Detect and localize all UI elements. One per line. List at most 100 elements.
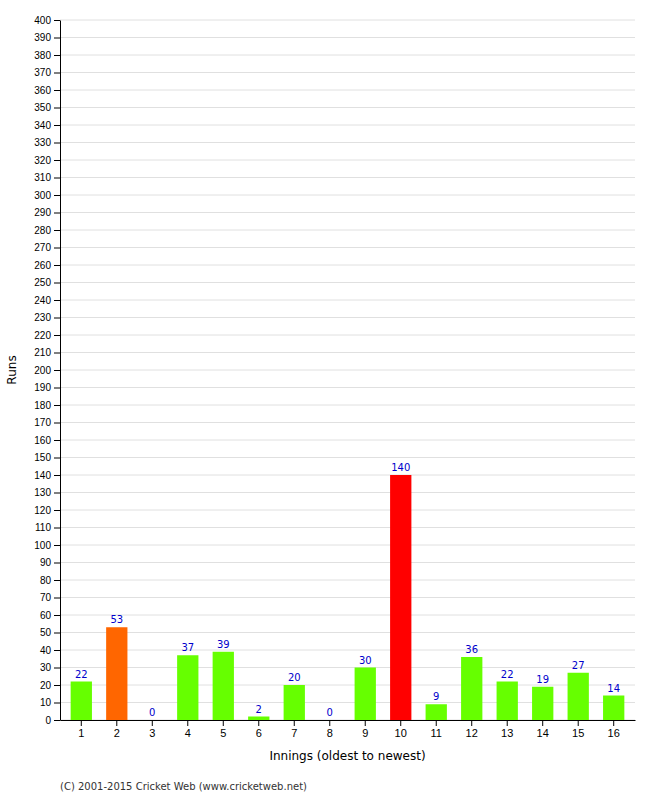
- y-axis-line: [60, 21, 61, 721]
- y-tick-label: 190: [34, 382, 51, 393]
- y-tick: 330: [34, 137, 60, 148]
- bar: [71, 682, 92, 721]
- plot: 1234567891011121314151601020304050607080…: [34, 15, 635, 739]
- x-tick: 10: [395, 720, 407, 739]
- y-tick-label: 40: [40, 645, 52, 656]
- data-labels: 22530373922003014093622192714: [75, 462, 620, 718]
- x-tick-label: 8: [327, 727, 333, 739]
- x-tick-mark: [294, 720, 295, 726]
- data-label: 14: [607, 683, 620, 694]
- x-tick: 9: [362, 720, 368, 739]
- y-tick-label: 10: [40, 697, 52, 708]
- y-tick-label: 50: [40, 627, 52, 638]
- y-tick-label: 20: [40, 680, 52, 691]
- x-tick: 6: [256, 720, 262, 739]
- x-tick-label: 3: [149, 727, 155, 739]
- y-tick-label: 160: [34, 435, 51, 446]
- x-tick-mark: [578, 720, 579, 726]
- y-tick: 90: [40, 557, 60, 568]
- data-label: 22: [75, 669, 88, 680]
- y-tick: 0: [45, 715, 60, 726]
- data-label: 19: [536, 674, 549, 685]
- y-tick: 140: [34, 470, 60, 481]
- y-tick-mark: [54, 370, 60, 371]
- x-tick: 14: [537, 720, 549, 739]
- x-tick: 7: [291, 720, 297, 739]
- y-tick: 60: [40, 610, 60, 621]
- y-tick-label: 300: [34, 190, 51, 201]
- y-axis: 0102030405060708090100110120130140150160…: [34, 15, 60, 726]
- grid-line: [60, 422, 635, 423]
- x-tick-mark: [81, 720, 82, 726]
- x-tick-label: 16: [608, 727, 620, 739]
- grid-line: [60, 580, 635, 581]
- y-tick: 400: [34, 15, 60, 26]
- bar: [319, 720, 340, 721]
- bar: [284, 685, 305, 720]
- y-tick-mark: [54, 633, 60, 634]
- y-tick-label: 150: [34, 452, 51, 463]
- grid-line: [60, 667, 635, 668]
- y-tick-mark: [54, 563, 60, 564]
- data-label: 9: [433, 691, 439, 702]
- y-tick-label: 120: [34, 505, 51, 516]
- y-tick-mark: [54, 143, 60, 144]
- y-axis-title: Runs: [5, 355, 19, 384]
- y-tick-mark: [54, 318, 60, 319]
- y-tick: 130: [34, 487, 60, 498]
- y-tick: 170: [34, 417, 60, 428]
- y-tick-mark: [54, 650, 60, 651]
- y-tick-label: 80: [40, 575, 52, 586]
- y-tick-mark: [54, 178, 60, 179]
- y-tick-mark: [54, 423, 60, 424]
- y-tick-mark: [54, 300, 60, 301]
- y-tick-label: 60: [40, 610, 52, 621]
- y-tick-mark: [54, 213, 60, 214]
- y-tick: 120: [34, 505, 60, 516]
- y-tick: 100: [34, 540, 60, 551]
- y-tick-label: 110: [35, 522, 51, 533]
- y-tick-mark: [54, 353, 60, 354]
- y-tick-label: 330: [34, 137, 51, 148]
- grid-line: [60, 562, 635, 563]
- bar: [426, 704, 447, 720]
- y-tick: 70: [40, 592, 60, 603]
- data-label: 27: [572, 660, 585, 671]
- y-tick-mark: [54, 73, 60, 74]
- y-tick-label: 230: [34, 312, 51, 323]
- y-tick-mark: [54, 108, 60, 109]
- y-tick-label: 280: [34, 225, 51, 236]
- y-tick-mark: [54, 335, 60, 336]
- x-tick-mark: [116, 720, 117, 726]
- bar: [390, 475, 411, 720]
- y-tick-mark: [54, 528, 60, 529]
- grid-line: [60, 142, 635, 143]
- y-tick-label: 270: [34, 242, 51, 253]
- bar: [248, 717, 269, 721]
- y-tick: 220: [34, 330, 60, 341]
- grid-line: [60, 545, 635, 546]
- x-tick-mark: [152, 720, 153, 726]
- y-tick-label: 130: [34, 487, 51, 498]
- y-tick-mark: [54, 90, 60, 91]
- y-tick: 150: [34, 452, 60, 463]
- grid-line: [60, 632, 635, 633]
- y-tick-label: 320: [34, 155, 51, 166]
- x-tick-mark: [187, 720, 188, 726]
- x-tick-mark: [223, 720, 224, 726]
- bar: [532, 687, 553, 720]
- x-tick-mark: [542, 720, 543, 726]
- y-tick-mark: [54, 160, 60, 161]
- x-tick-label: 12: [466, 727, 478, 739]
- y-tick: 240: [34, 295, 60, 306]
- data-label: 0: [149, 707, 155, 718]
- x-tick: 1: [78, 720, 84, 739]
- y-tick-mark: [54, 125, 60, 126]
- y-tick-label: 310: [34, 172, 51, 183]
- y-tick: 310: [34, 172, 60, 183]
- grid-line: [60, 195, 635, 196]
- y-tick-mark: [54, 703, 60, 704]
- x-tick-label: 14: [537, 727, 549, 739]
- y-tick-mark: [54, 545, 60, 546]
- y-tick: 110: [35, 522, 60, 533]
